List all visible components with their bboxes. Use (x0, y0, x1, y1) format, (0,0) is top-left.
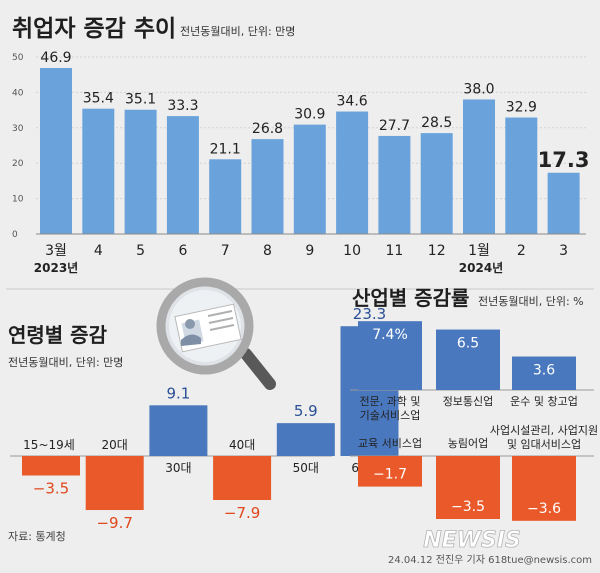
x-category-label: 11 (385, 243, 403, 259)
industry-category-label: 및 임대서비스업 (507, 438, 581, 451)
top-bar (166, 116, 199, 234)
age-value-label: 9.1 (166, 384, 190, 402)
top-value-label: 30.9 (294, 107, 325, 123)
top-bar (209, 159, 242, 234)
x-category-label: 10 (343, 243, 361, 259)
top-value-label: 46.9 (40, 50, 71, 66)
industry-category-label: 사업시설관리, 사업지원 (490, 424, 598, 437)
age-category-label: 15~19세 (23, 438, 75, 452)
top-bar (293, 124, 326, 234)
y-tick-label: 20 (12, 159, 24, 169)
top-bar (124, 109, 157, 234)
top-bar (336, 111, 369, 234)
age-value-label: −3.5 (33, 479, 69, 497)
top-chart-subtitle: 전년동월대비, 단위: 만명 (180, 25, 295, 38)
x-category-label: 3월 (45, 243, 67, 259)
industry-value-label: 3.6 (533, 363, 555, 379)
top-value-label: 26.8 (252, 121, 283, 137)
age-chart-subtitle: 전년동월대비, 단위: 만명 (8, 356, 123, 369)
industry-chart-subtitle: 전년동월대비, 단위: % (478, 295, 584, 308)
x-category-label: 12 (428, 243, 446, 259)
source-label: 자료: 통계청 (8, 530, 66, 543)
industry-value-label: −3.6 (527, 501, 561, 517)
age-bar (22, 456, 80, 476)
x-category-label: 4 (94, 243, 103, 259)
newsis-logo: NEWSIS (423, 528, 521, 553)
top-value-label: 34.6 (337, 94, 368, 110)
x-category-label: 6 (178, 243, 187, 259)
industry-bar (512, 356, 576, 390)
top-bar (82, 108, 115, 234)
age-bar (213, 456, 272, 501)
x-category-label: 9 (305, 243, 314, 259)
top-value-label: 33.3 (167, 98, 198, 114)
x-category-label: 1월 (468, 243, 490, 259)
top-value-label: 35.4 (83, 91, 114, 107)
top-value-label: 38.0 (463, 81, 494, 97)
x-category-label: 7 (221, 243, 230, 259)
year-label-2023: 2023년 (34, 261, 78, 275)
industry-value-label: −3.5 (451, 499, 485, 515)
age-category-label: 30대 (165, 461, 191, 475)
industry-category-label: 기술서비스업 (360, 409, 421, 422)
industry-bar (436, 456, 500, 519)
x-category-label: 5 (136, 243, 145, 259)
age-value-label: 5.9 (294, 402, 318, 420)
x-category-label: 8 (263, 243, 272, 259)
y-tick-label: 10 (12, 195, 24, 205)
industry-category-label: 농림어업 (448, 437, 488, 450)
top-chart-bars (40, 67, 580, 234)
top-value-label: 32.9 (506, 100, 537, 116)
top-bar (420, 133, 453, 234)
top-chart-grid: 50 40 30 20 10 0 (12, 53, 586, 240)
top-value-label: 27.7 (379, 118, 410, 134)
y-tick-label: 30 (12, 124, 24, 134)
industry-category-label: 운수 및 창고업 (510, 395, 578, 408)
top-bar (378, 135, 411, 234)
top-value-label: 35.1 (125, 92, 156, 108)
age-value-label: −9.7 (96, 514, 132, 532)
industry-bar (358, 321, 422, 390)
x-category-label: 2 (517, 243, 526, 259)
top-value-label: 17.3 (538, 148, 590, 172)
top-bar (251, 139, 284, 234)
industry-category-label: 전문, 과학 및 (359, 395, 420, 408)
top-chart-title: 취업자 증감 추이 (12, 16, 176, 42)
top-bar (505, 117, 538, 234)
age-bar (85, 456, 144, 511)
credit-line: 24.04.12 전진우 기자 618tue@newsis.com (388, 554, 592, 566)
top-bar (40, 67, 72, 234)
industry-category-label: 정보통신업 (443, 395, 494, 408)
top-chart-labels: 46.9 3월 35.4 4 35.1 5 33.3 6 21.1 7 26.8 8 30.9 9 34.6… (40, 50, 589, 259)
y-tick-label: 40 (12, 88, 24, 98)
age-value-label: 23.3 (353, 305, 386, 323)
industry-chart-title: 산업별 증감률 (352, 286, 469, 310)
y-tick-label: 0 (12, 230, 18, 240)
top-bar (547, 172, 580, 234)
industry-bar (358, 456, 422, 487)
age-bar (149, 405, 208, 456)
top-value-label: 28.5 (421, 115, 452, 131)
industry-bar (436, 329, 500, 390)
top-bar (463, 99, 495, 234)
age-category-label: 50대 (293, 461, 319, 475)
industry-bar (512, 456, 576, 521)
x-category-label: 3 (559, 243, 568, 259)
age-category-label: 20대 (102, 438, 128, 452)
top-value-label: 21.1 (210, 141, 241, 157)
industry-value-label: 6.5 (457, 336, 479, 352)
industry-value-label: 7.4% (372, 327, 408, 343)
industry-category-label: 교육 서비스업 (358, 437, 422, 450)
age-category-label: 40대 (229, 438, 255, 452)
y-tick-label: 50 (12, 53, 24, 63)
age-bar (276, 423, 335, 456)
age-value-label: −7.9 (224, 504, 260, 522)
year-label-2024: 2024년 (459, 261, 503, 275)
age-chart-title: 연령별 증감 (8, 323, 108, 347)
industry-value-label: −1.7 (373, 467, 407, 483)
magnifier-icon (156, 277, 276, 390)
